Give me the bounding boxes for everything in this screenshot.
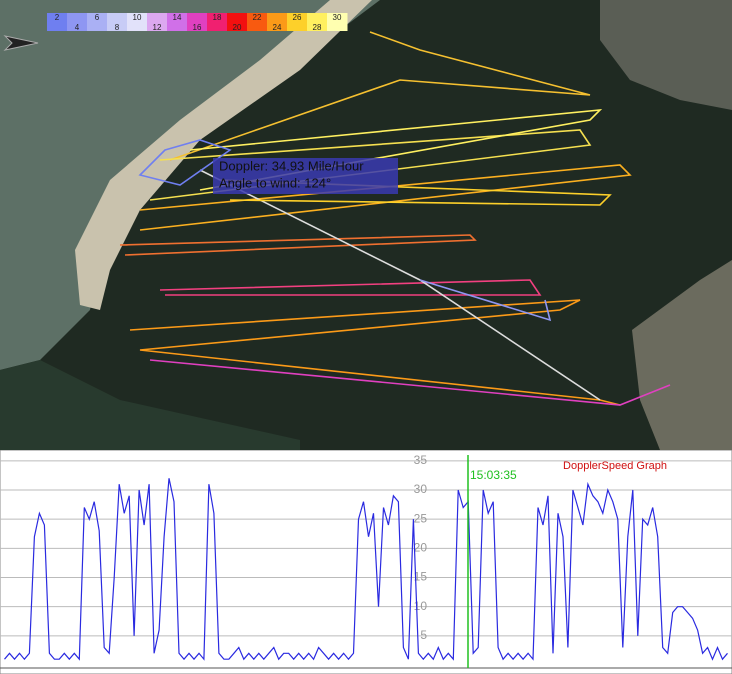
legend-label: 12 <box>153 23 162 32</box>
legend-swatch <box>327 13 348 31</box>
legend-swatch <box>67 13 88 31</box>
track <box>189 108 603 191</box>
wind-arrow <box>3 35 39 51</box>
legend-swatch <box>267 13 288 31</box>
y-tick-label: 10 <box>414 599 428 613</box>
reef <box>0 360 300 450</box>
legend-label: 6 <box>95 13 100 22</box>
legend-swatch <box>187 13 208 31</box>
speed-line <box>4 478 728 661</box>
track <box>138 139 232 186</box>
track <box>149 359 671 406</box>
legend-label: 8 <box>115 23 120 32</box>
legend-swatch <box>127 13 148 31</box>
tooltip-line: Angle to wind: 124° <box>219 175 331 190</box>
land <box>632 260 732 450</box>
track <box>169 31 591 161</box>
y-tick-label: 30 <box>414 482 428 496</box>
legend-label: 14 <box>173 13 182 22</box>
sandbar <box>75 0 372 310</box>
track <box>219 179 612 206</box>
cursor-label: 15:03:35 <box>470 468 517 482</box>
y-tick-label: 20 <box>414 541 428 555</box>
y-tick-label: 5 <box>420 628 427 642</box>
y-tick-label: 15 <box>414 570 428 584</box>
legend-swatch <box>47 13 68 31</box>
legend-swatch <box>207 13 228 31</box>
legend-swatch <box>167 13 188 31</box>
legend-swatch <box>107 13 128 31</box>
track <box>159 279 542 296</box>
track <box>419 279 552 322</box>
legend-label: 16 <box>193 23 202 32</box>
graph-frame <box>0 450 732 674</box>
track <box>129 299 621 406</box>
y-tick-label: 25 <box>414 511 428 525</box>
legend-swatch <box>287 13 308 31</box>
legend-label: 30 <box>333 13 342 22</box>
legend-label: 26 <box>293 13 302 22</box>
legend-label: 20 <box>233 23 242 32</box>
land <box>600 0 732 110</box>
legend-swatch <box>247 13 268 31</box>
legend-label: 22 <box>253 13 262 22</box>
legend-label: 10 <box>133 13 142 22</box>
legend-swatch <box>307 13 328 31</box>
legend-label: 28 <box>313 23 322 32</box>
tooltip-box <box>213 158 398 194</box>
graph-title: DopplerSpeed Graph <box>563 460 667 472</box>
speed-graph: DopplerSpeed Graph 5 10 15 20 25 30 35 15:03:35 <box>0 450 732 674</box>
legend-swatch <box>147 13 168 31</box>
legend-label: 18 <box>213 13 222 22</box>
legend-label: 2 <box>55 13 60 22</box>
legend-label: 4 <box>75 23 80 32</box>
tooltip-line: Doppler: 34.93 Mile/Hour <box>219 158 364 173</box>
legend-label: 24 <box>273 23 282 32</box>
legend-swatch <box>227 13 248 31</box>
y-tick-label: 35 <box>414 453 428 467</box>
track <box>119 234 477 256</box>
legend-swatch <box>87 13 108 31</box>
